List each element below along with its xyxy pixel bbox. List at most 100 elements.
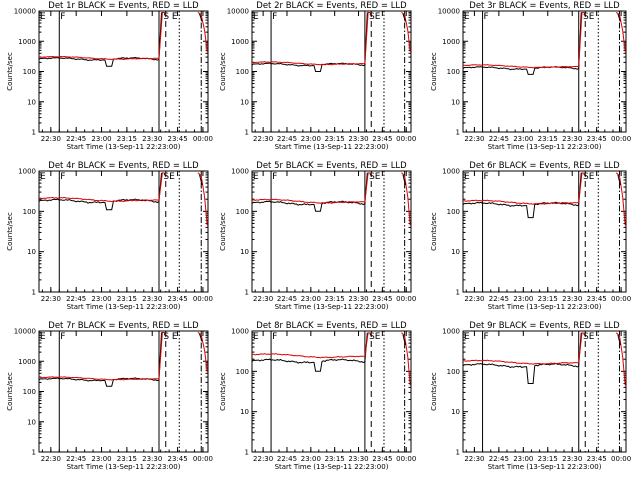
- y-tick-label: 10: [451, 98, 460, 106]
- series-lld: [252, 172, 372, 204]
- plot-frame: [251, 170, 412, 293]
- x-tick-label: 00:00: [396, 295, 416, 303]
- y-tick-label: 1000: [231, 328, 249, 336]
- segment-marker: SE: [583, 332, 595, 342]
- y-axis-label: Counts/sec: [430, 52, 438, 91]
- x-tick-label: 00:00: [396, 455, 416, 463]
- x-tick-label: 23:00: [513, 455, 533, 463]
- chart-panel-3: Det 3r BLACK = Events, RED = LLD 1 10 100 10…: [430, 1, 631, 151]
- segment-marker: F: [60, 12, 65, 22]
- segment-marker: E: [40, 172, 46, 182]
- y-tick-label: 10000: [14, 328, 36, 336]
- y-tick-label: 1: [32, 289, 36, 297]
- x-tick-label: 23:00: [91, 135, 111, 143]
- y-tick-label: 1: [456, 129, 460, 137]
- y-tick-label: 100: [447, 68, 460, 76]
- series-events-tail: [617, 334, 621, 346]
- y-tick-label: 1: [32, 129, 36, 137]
- x-tick-label: 23:15: [538, 295, 558, 303]
- x-tick-label: 22:30: [41, 135, 61, 143]
- x-tick-label: 23:30: [348, 455, 368, 463]
- y-tick-label: 10000: [227, 8, 249, 16]
- x-tick-label: 22:45: [277, 135, 297, 143]
- y-tick-label: 10: [451, 248, 460, 256]
- series-lld-tail: [197, 331, 208, 372]
- series-events-tail: [402, 174, 406, 186]
- series-events: [251, 172, 368, 212]
- y-tick-label: 1000: [18, 38, 36, 46]
- y-tick-label: 100: [236, 68, 249, 76]
- chart-panel-1: Det 1r BLACK = Events, RED = LLD 1 10 100 10…: [6, 1, 213, 151]
- x-tick-label: 23:00: [91, 455, 111, 463]
- x-tick-label: 23:15: [538, 455, 558, 463]
- x-tick-label: 22:45: [277, 455, 297, 463]
- chart-panel-5: Det 5r BLACK = Events, RED = LLD 1 10 100 10…: [219, 161, 416, 311]
- y-tick-label: 1000: [231, 168, 249, 176]
- x-tick-label: 22:45: [66, 295, 86, 303]
- series-lld: [38, 11, 166, 61]
- series-events-tail: [199, 13, 203, 22]
- segment-marker: F: [272, 12, 277, 22]
- x-tick-label: 23:00: [301, 135, 321, 143]
- x-tick-label: 00:00: [193, 455, 213, 463]
- series-lld: [462, 172, 586, 205]
- series-lld: [462, 332, 586, 365]
- plot-frame: [462, 170, 627, 293]
- x-tick-label: 23:45: [372, 135, 392, 143]
- y-tick-label: 100: [236, 208, 249, 216]
- x-tick-label: 23:00: [91, 295, 111, 303]
- x-tick-label: 22:30: [41, 455, 61, 463]
- x-axis-label: Start Time (13-Sep-11 22:23:00): [67, 303, 181, 311]
- y-tick-label: 1: [32, 449, 36, 457]
- series-events-tail: [617, 13, 621, 22]
- segment-marker: F: [60, 332, 65, 342]
- segment-marker: SE: [369, 12, 381, 22]
- x-tick-label: 00:00: [193, 295, 213, 303]
- x-tick-label: 22:30: [253, 295, 273, 303]
- x-tick-label: 00:00: [611, 295, 631, 303]
- plot-frame: [251, 330, 412, 453]
- x-tick-label: 23:15: [117, 455, 137, 463]
- plot-frame: [251, 10, 412, 133]
- x-tick-label: 23:45: [587, 135, 607, 143]
- chart-panel-4: Det 4r BLACK = Events, RED = LLD 1 10 100 10…: [6, 161, 213, 311]
- plot-frame: [38, 330, 209, 453]
- x-tick-label: 23:45: [372, 455, 392, 463]
- segment-marker: E: [40, 332, 46, 342]
- segment-marker: E: [464, 332, 470, 342]
- series-lld: [252, 332, 372, 359]
- x-tick-label: 22:45: [277, 295, 297, 303]
- segment-marker: E: [464, 12, 470, 22]
- series-lld-tail: [197, 11, 208, 52]
- x-tick-label: 22:30: [464, 455, 484, 463]
- y-axis-label: Counts/sec: [219, 52, 227, 91]
- segment-marker: S: [163, 12, 169, 22]
- y-tick-label: 1000: [442, 168, 460, 176]
- chart-title: Det 7r BLACK = Events, RED = LLD: [48, 321, 199, 331]
- y-axis-label: Counts/sec: [219, 372, 227, 411]
- x-tick-label: 23:30: [562, 455, 582, 463]
- series-lld-tail: [615, 11, 626, 52]
- x-tick-label: 22:45: [489, 135, 509, 143]
- plot-frame: [38, 170, 209, 293]
- x-tick-label: 23:15: [325, 455, 345, 463]
- chart-panel-6: Det 6r BLACK = Events, RED = LLD 1 10 100 10…: [430, 161, 631, 311]
- x-tick-label: 23:30: [562, 135, 582, 143]
- chart-panel-2: Det 2r BLACK = Events, RED = LLD 1 10 100 10…: [219, 1, 416, 151]
- y-tick-label: 1000: [442, 328, 460, 336]
- series-lld-tail: [615, 172, 626, 226]
- segment-marker: SE: [369, 172, 381, 182]
- segment-marker: F: [60, 172, 65, 182]
- segment-marker: S: [163, 332, 169, 342]
- x-tick-label: 23:00: [513, 295, 533, 303]
- x-axis-label: Start Time (13-Sep-11 22:23:00): [275, 463, 389, 471]
- segment-marker: E: [464, 172, 470, 182]
- x-tick-label: 23:15: [117, 295, 137, 303]
- x-tick-label: 22:45: [489, 455, 509, 463]
- y-tick-label: 1: [456, 289, 460, 297]
- segment-marker: F: [272, 172, 277, 182]
- chart-panel-9: Det 9r BLACK = Events, RED = LLD 1 10 100 10…: [430, 321, 631, 471]
- x-tick-label: 23:30: [142, 295, 162, 303]
- y-tick-label: 1: [456, 449, 460, 457]
